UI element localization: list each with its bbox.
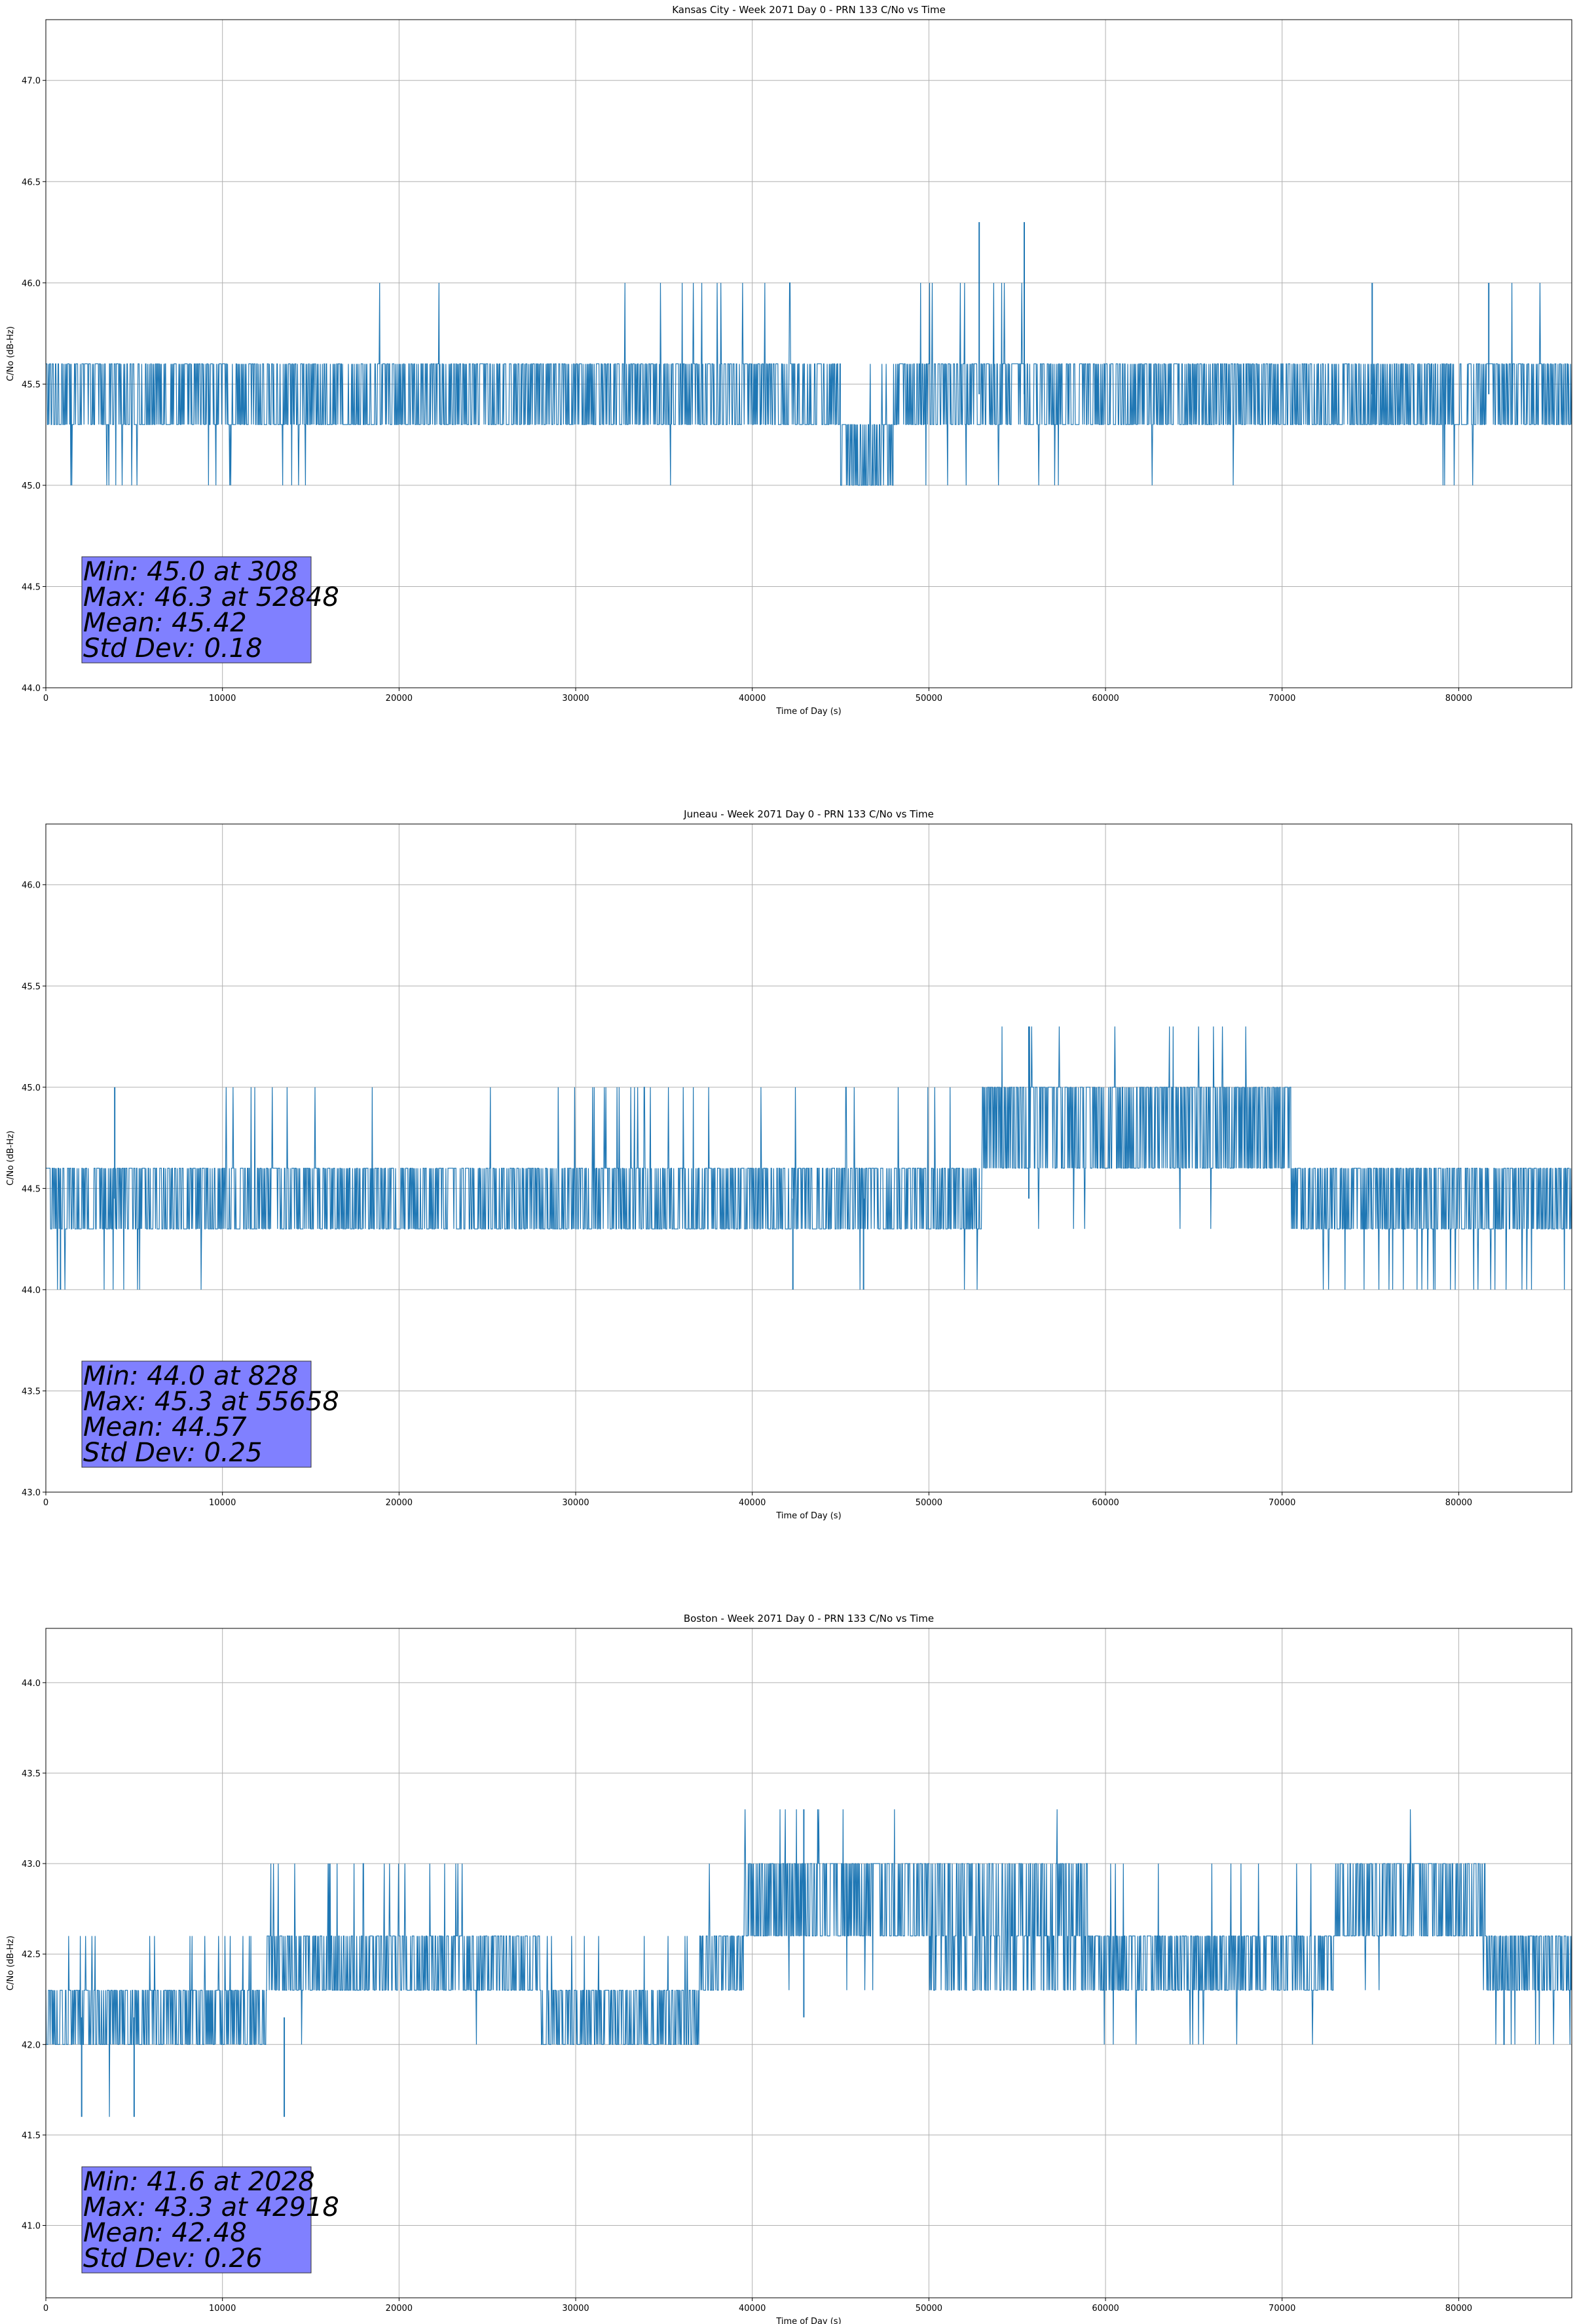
x-tick-label: 50000 (916, 2304, 942, 2314)
stats-box: Min: 41.6 at 2028 Max: 43.3 at 42918 Mea… (81, 2166, 339, 2274)
ticks: 0 10000 20000 30000 40000 50000 60000 70000 8000… (22, 881, 1472, 1508)
x-tick-label: 70000 (1269, 1498, 1295, 1508)
x-tick-label: 30000 (562, 1498, 589, 1508)
ticks: 0 10000 20000 30000 40000 50000 60000 70000 8000… (22, 1679, 1472, 2314)
chart-juneau: Juneau - Week 2071 Day 0 - PRN 133 C/No … (6, 808, 1572, 1521)
y-axis-label: C/No (dB-Hz) (6, 326, 16, 381)
y-tick-label: 41.5 (22, 2131, 41, 2141)
stats-min: Min: 45.0 at 308 (83, 557, 298, 587)
x-tick-label: 40000 (739, 1498, 766, 1508)
stats-mean: Mean: 45.42 (83, 608, 247, 638)
y-tick-label: 46.0 (22, 279, 41, 289)
stats-max: Max: 45.3 at 55658 (83, 1387, 339, 1417)
x-tick-label: 50000 (916, 1498, 942, 1508)
stats-min: Min: 41.6 at 2028 (83, 2167, 315, 2197)
chart-title: Juneau - Week 2071 Day 0 - PRN 133 C/No … (683, 808, 934, 820)
y-tick-label: 43.0 (22, 1860, 41, 1869)
x-tick-label: 30000 (562, 2304, 589, 2314)
x-tick-label: 60000 (1092, 2304, 1119, 2314)
x-tick-label: 20000 (386, 2304, 413, 2314)
data-line (45, 1809, 1572, 2117)
chart-boston: Boston - Week 2071 Day 0 - PRN 133 C/No … (6, 1613, 1572, 2324)
stats-std: Std Dev: 0.26 (83, 2243, 263, 2274)
x-axis-label: Time of Day (s) (775, 1511, 841, 1521)
y-tick-label: 43.5 (22, 1769, 41, 1779)
x-tick-label: 20000 (386, 694, 413, 703)
x-tick-label: 0 (43, 1498, 48, 1508)
x-tick-label: 10000 (209, 2304, 236, 2314)
x-tick-label: 40000 (739, 2304, 766, 2314)
x-tick-label: 20000 (386, 1498, 413, 1508)
stats-box: Min: 44.0 at 828 Max: 45.3 at 55658 Mean… (81, 1360, 339, 1468)
stats-box-background (81, 556, 312, 664)
x-tick-label: 70000 (1269, 2304, 1295, 2314)
data-line (46, 1026, 1572, 1290)
y-tick-label: 41.0 (22, 2222, 41, 2232)
x-tick-label: 80000 (1445, 2304, 1472, 2314)
axes-frame (45, 823, 1572, 1493)
stats-mean: Mean: 44.57 (83, 1412, 247, 1442)
chart-title: Boston - Week 2071 Day 0 - PRN 133 C/No … (684, 1613, 934, 1624)
y-tick-label: 44.0 (22, 684, 41, 694)
y-tick-label: 44.0 (22, 1286, 41, 1296)
x-axis-label: Time of Day (s) (775, 2317, 841, 2324)
x-tick-label: 60000 (1092, 694, 1119, 703)
stats-box: Min: 45.0 at 308 Max: 46.3 at 52848 Mean… (81, 556, 339, 664)
x-tick-label: 30000 (562, 694, 589, 703)
y-axis-label: C/No (dB-Hz) (6, 1936, 16, 1991)
y-tick-label: 45.5 (22, 380, 41, 390)
y-tick-label: 47.0 (22, 77, 41, 86)
stats-box-background (81, 2166, 312, 2274)
grid-lines (45, 1628, 1572, 2298)
stats-max: Max: 46.3 at 52848 (83, 582, 339, 612)
y-tick-label: 42.0 (22, 2040, 41, 2050)
y-tick-label: 45.5 (22, 982, 41, 992)
data-series (45, 1809, 1572, 2117)
x-tick-label: 70000 (1269, 694, 1295, 703)
chart-title: Kansas City - Week 2071 Day 0 - PRN 133 … (672, 4, 946, 16)
x-tick-label: 10000 (209, 694, 236, 703)
y-tick-label: 42.5 (22, 1950, 41, 1960)
y-tick-label: 45.0 (22, 1083, 41, 1093)
axes-frame (45, 19, 1572, 688)
y-tick-label: 44.5 (22, 582, 41, 592)
y-tick-label: 44.0 (22, 1679, 41, 1689)
data-line (46, 282, 1572, 486)
x-tick-label: 80000 (1445, 694, 1472, 703)
stats-box-background (81, 1360, 312, 1468)
y-tick-label: 45.0 (22, 481, 41, 491)
stats-std: Std Dev: 0.25 (83, 1438, 263, 1468)
stats-max: Max: 43.3 at 42918 (83, 2192, 339, 2222)
stats-min: Min: 44.0 at 828 (83, 1361, 298, 1391)
x-tick-label: 10000 (209, 1498, 236, 1508)
y-tick-label: 44.5 (22, 1184, 41, 1194)
x-tick-label: 80000 (1445, 1498, 1472, 1508)
axes-frame (45, 1628, 1572, 2298)
x-tick-label: 0 (43, 2304, 48, 2314)
y-tick-label: 46.5 (22, 178, 41, 187)
chart-kansas-city: Kansas City - Week 2071 Day 0 - PRN 133 … (6, 4, 1572, 717)
stats-mean: Mean: 42.48 (83, 2218, 247, 2248)
data-series (46, 1026, 1572, 1290)
ticks: 0 10000 20000 30000 40000 50000 60000 70000 8000… (22, 77, 1472, 703)
x-tick-label: 50000 (916, 694, 942, 703)
y-tick-label: 43.0 (22, 1488, 41, 1498)
y-axis-label: C/No (dB-Hz) (6, 1131, 16, 1186)
x-tick-label: 40000 (739, 694, 766, 703)
x-tick-label: 60000 (1092, 1498, 1119, 1508)
stats-std: Std Dev: 0.18 (83, 633, 263, 664)
y-tick-label: 43.5 (22, 1387, 41, 1396)
y-tick-label: 46.0 (22, 881, 41, 891)
data-series (46, 222, 1572, 486)
x-tick-label: 0 (43, 694, 48, 703)
x-axis-label: Time of Day (s) (775, 707, 841, 717)
